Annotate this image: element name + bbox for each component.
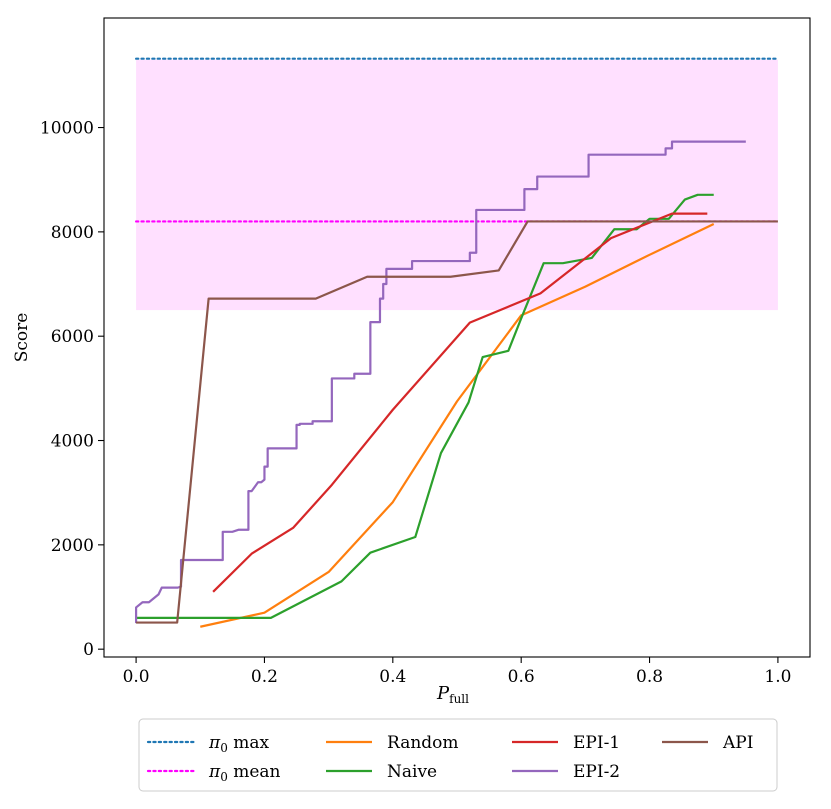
y-axis-label: Score (12, 313, 32, 363)
legend-label: API (722, 733, 753, 753)
x-tick-label: 0.0 (123, 667, 150, 687)
series-line-random (200, 223, 715, 628)
legend-label: EPI-2 (573, 762, 620, 782)
y-tick-label: 10000 (40, 119, 94, 139)
y-tick-label: 4000 (51, 432, 94, 452)
series-line-epi-1 (212, 212, 708, 593)
y-tick-label: 0 (83, 640, 94, 660)
legend-label: π0 mean (208, 762, 281, 784)
series-line-epi-2 (134, 140, 746, 624)
y-tick-label: 2000 (51, 536, 94, 556)
legend-label: Random (387, 733, 459, 753)
legend-label: π0 max (208, 733, 269, 755)
series-line-api (136, 220, 778, 624)
x-tick-label: 1.0 (764, 667, 791, 687)
std-band (136, 59, 778, 311)
y-tick-label: 8000 (51, 223, 94, 243)
legend-label: Naive (387, 762, 437, 782)
x-tick-label: 0.2 (251, 667, 278, 687)
series-line-naive (136, 193, 714, 619)
legend-label: EPI-1 (573, 733, 620, 753)
x-axis-label: Pfull (436, 683, 469, 706)
x-tick-label: 0.6 (508, 667, 535, 687)
y-tick-label: 6000 (51, 327, 94, 347)
x-tick-label: 0.4 (379, 667, 406, 687)
plot-frame (103, 17, 811, 658)
legend (138, 718, 778, 792)
x-tick-label: 0.8 (636, 667, 663, 687)
